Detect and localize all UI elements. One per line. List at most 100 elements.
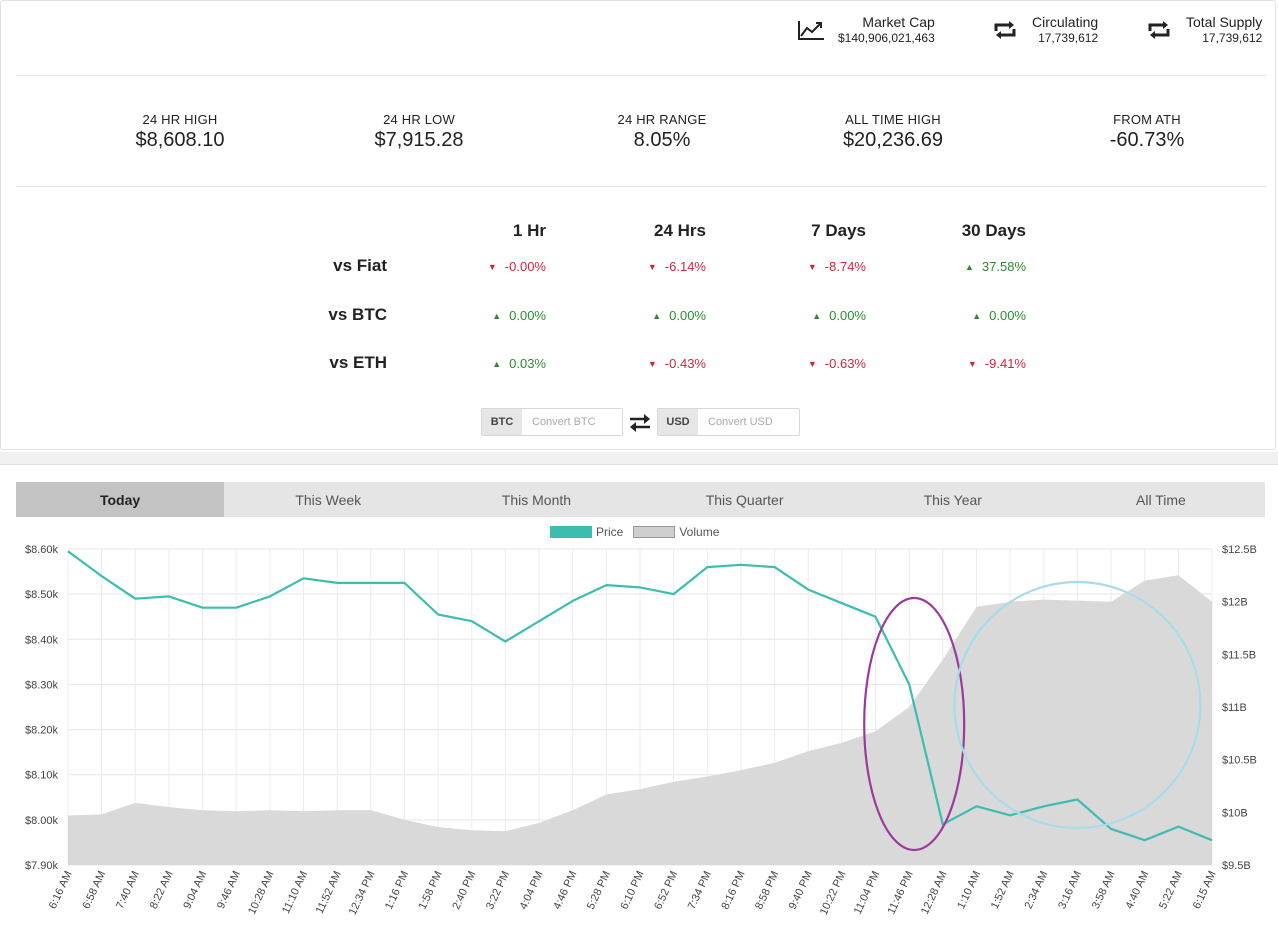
performance-value: -0.63% — [824, 356, 866, 371]
triangle-up-icon: ▲ — [972, 311, 982, 321]
x-tick-label: 11:46 PM — [885, 869, 915, 916]
x-tick-label: 5:22 AM — [1157, 869, 1185, 911]
x-tick-label: 8:58 PM — [753, 869, 781, 911]
performance-cell: ▼ -9.41% — [916, 356, 1026, 371]
circulating-label: Circulating — [1032, 14, 1099, 30]
performance-value: -8.74% — [824, 259, 866, 274]
col-header-30days: 30 Days — [961, 221, 1026, 240]
performance-value: 0.03% — [509, 356, 546, 371]
x-tick-label: 3:58 AM — [1090, 869, 1118, 911]
divider — [16, 75, 1266, 76]
tab-today[interactable]: Today — [16, 482, 225, 517]
triangle-up-icon: ▲ — [492, 359, 502, 369]
section-divider — [0, 452, 1278, 464]
stat-label: FROM ATH — [1113, 112, 1181, 127]
stat-label: 24 HR LOW — [383, 112, 455, 127]
x-tick-label: 4:04 PM — [518, 869, 546, 911]
performance-value: -0.00% — [504, 259, 546, 274]
x-tick-label: 10:22 PM — [818, 869, 849, 917]
x-tick-label: 9:46 AM — [215, 869, 243, 911]
x-tick-label: 11:10 AM — [280, 869, 310, 915]
repeat-arrows-icon — [990, 15, 1020, 45]
x-tick-label: 3:22 PM — [484, 869, 512, 911]
divider — [16, 186, 1266, 187]
stat-value: $20,236.69 — [842, 129, 944, 151]
circulating-metric: Circulating 17,739,612 — [990, 14, 1098, 46]
x-tick-label: 6:52 PM — [652, 869, 680, 911]
x-tick-label: 1:58 PM — [417, 869, 445, 911]
performance-cell: ▲ 0.00% — [596, 308, 706, 323]
x-tick-label: 8:16 PM — [719, 869, 747, 911]
performance-cell: ▲ 0.00% — [436, 308, 546, 323]
tab-this-year[interactable]: This Year — [923, 491, 982, 508]
convert-usd-input[interactable] — [698, 409, 798, 435]
stat-value: $8,608.10 — [135, 129, 225, 151]
legend-volume-label[interactable]: Volume — [679, 525, 720, 539]
legend-price-swatch[interactable] — [550, 526, 592, 538]
y-left-tick-label: $8.60k — [25, 544, 59, 556]
x-tick-label: 4:46 PM — [551, 869, 579, 911]
triangle-up-icon: ▲ — [652, 311, 662, 321]
performance-cell: ▼ -0.63% — [756, 356, 866, 371]
x-tick-label: 9:40 PM — [787, 869, 815, 911]
x-tick-label: 10:28 AM — [246, 869, 277, 916]
performance-row-label: vs Fiat — [333, 256, 387, 275]
market-cap-metric: Market Cap $140,906,021,463 — [796, 14, 935, 46]
x-tick-label: 2:34 AM — [1023, 869, 1051, 911]
performance-value: 0.00% — [829, 308, 866, 323]
x-tick-label: 1:10 AM — [955, 869, 983, 911]
swap-arrows-icon[interactable] — [628, 411, 652, 435]
x-tick-label: 12:34 PM — [347, 869, 378, 917]
x-tick-label: 11:52 AM — [314, 869, 344, 915]
performance-row-label: vs BTC — [328, 305, 387, 324]
total-supply-label: Total Supply — [1186, 14, 1263, 30]
circulating-value: 17,739,612 — [1038, 31, 1099, 45]
stat-24hr-low: 24 HR LOW $7,915.28 — [309, 112, 529, 152]
performance-cell: ▼ -6.14% — [596, 259, 706, 274]
tab-this-quarter[interactable]: This Quarter — [705, 491, 784, 508]
col-header-7days: 7 Days — [811, 221, 866, 240]
performance-value: -6.14% — [664, 259, 706, 274]
x-tick-label: 7:34 PM — [686, 869, 714, 911]
volume-area — [68, 575, 1212, 865]
legend-volume-swatch[interactable] — [633, 526, 676, 538]
repeat-arrows-icon — [1144, 15, 1174, 45]
x-tick-label: 4:40 AM — [1123, 869, 1151, 911]
annotation-ellipse — [863, 596, 966, 852]
y-right-tick-label: $11.5B — [1222, 649, 1256, 661]
performance-value: 0.00% — [509, 308, 546, 323]
x-tick-label: 2:40 PM — [450, 869, 478, 911]
usd-converter: USD — [657, 408, 800, 436]
trend-chart-icon — [796, 15, 826, 45]
legend-price-label[interactable]: Price — [596, 525, 624, 539]
x-tick-label: 7:40 AM — [114, 869, 142, 911]
y-left-tick-label: $8.00k — [25, 815, 59, 827]
y-left-tick-label: $8.50k — [25, 589, 59, 601]
annotation-circle — [953, 580, 1202, 830]
stat-from-ath: FROM ATH -60.73% — [1037, 112, 1257, 152]
y-left-tick-label: $8.30k — [25, 679, 59, 691]
tab-this-week[interactable]: This Week — [295, 491, 362, 508]
x-tick-label: 12:28 AM — [919, 869, 950, 916]
x-tick-label: 1:52 AM — [989, 869, 1017, 911]
convert-btc-input[interactable] — [522, 409, 622, 435]
stat-label: 24 HR HIGH — [142, 112, 218, 127]
market-cap-value: $140,906,021,463 — [838, 31, 935, 45]
btc-currency-label: BTC — [482, 409, 522, 435]
x-tick-label: 11:04 PM — [852, 869, 882, 916]
stat-label: ALL TIME HIGH — [845, 112, 941, 127]
stat-all-time-high: ALL TIME HIGH $20,236.69 — [783, 112, 1003, 152]
tab-all-time[interactable]: All Time — [1136, 491, 1186, 508]
usd-currency-label: USD — [658, 409, 698, 435]
market-cap-label: Market Cap — [862, 14, 935, 30]
stat-label: 24 HR RANGE — [617, 112, 707, 127]
tab-this-month[interactable]: This Month — [501, 491, 572, 508]
y-right-tick-label: $12B — [1222, 597, 1248, 609]
performance-cell: ▼ -0.00% — [436, 259, 546, 274]
triangle-down-icon: ▼ — [807, 262, 817, 272]
col-header-24hrs: 24 Hrs — [654, 221, 706, 240]
x-tick-label: 6:16 AM — [47, 869, 75, 911]
total-supply-metric: Total Supply 17,739,612 — [1144, 14, 1262, 46]
stat-24hr-range: 24 HR RANGE 8.05% — [552, 112, 772, 152]
stat-value: $7,915.28 — [374, 129, 464, 151]
